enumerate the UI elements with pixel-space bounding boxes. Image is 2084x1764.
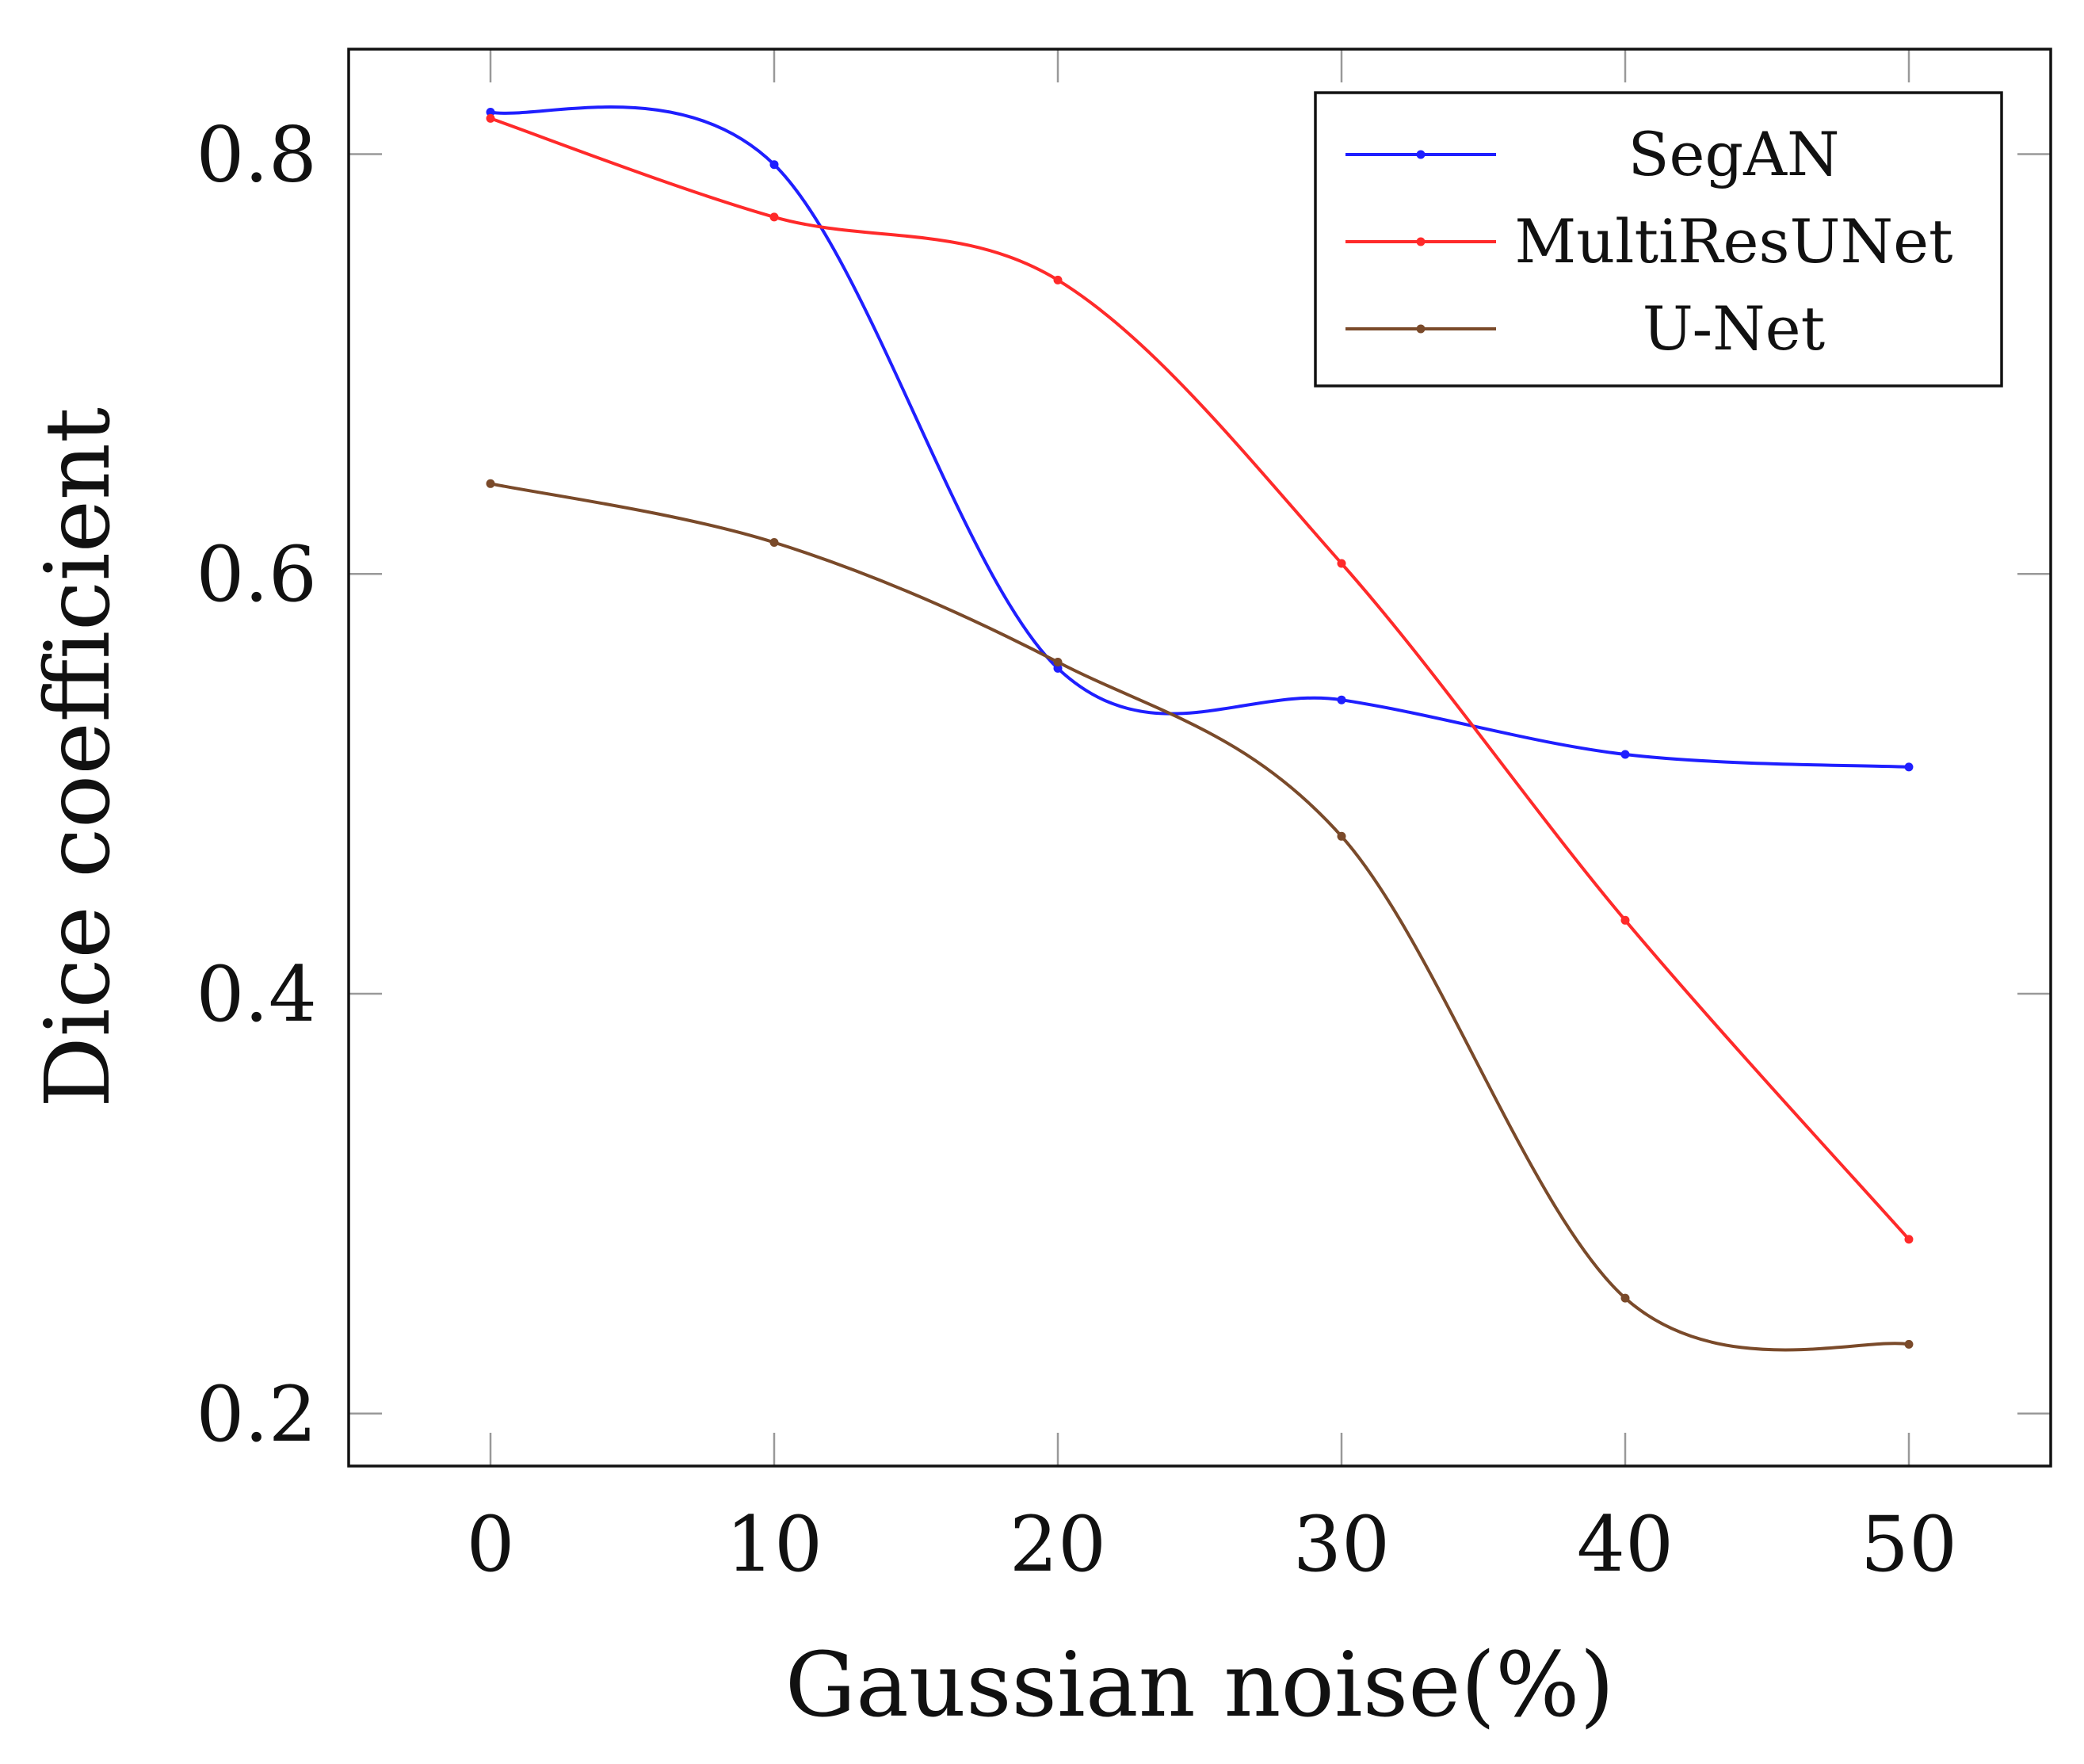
legend-label: MultiResUNet [1514, 206, 1952, 277]
y-tick-label: 0.4 [196, 950, 317, 1039]
legend-swatch-marker [1416, 150, 1426, 159]
y-tick-label: 0.8 [196, 110, 317, 199]
series-u-net [486, 479, 1914, 1352]
data-point [769, 160, 779, 170]
y-tick-label: 0.6 [196, 530, 317, 619]
data-point [1337, 831, 1346, 841]
x-tick-label: 40 [1577, 1500, 1674, 1589]
x-tick-label: 10 [726, 1500, 823, 1589]
legend-swatch-marker [1416, 237, 1426, 246]
x-tick-label: 20 [1010, 1500, 1106, 1589]
data-point [1904, 1235, 1914, 1244]
series-layer [486, 105, 1914, 1352]
data-point [486, 113, 495, 123]
y-axis-title: Dice coefficient [27, 407, 130, 1108]
x-tick-label: 0 [466, 1500, 514, 1589]
legend-box [1314, 91, 2003, 388]
legend-label: U-Net [1643, 293, 1825, 364]
data-point [1620, 1293, 1630, 1303]
data-point [769, 212, 779, 222]
plot-area-frame [347, 48, 2052, 1468]
data-point [1337, 695, 1346, 704]
data-point [1620, 915, 1630, 925]
data-point [1904, 1339, 1914, 1349]
legend-item-u-net: U-Net [1345, 293, 1825, 364]
tick-label-layer: 0 10 20 30 40 50 0.2 0.4 0.6 0.8 [196, 110, 1957, 1589]
data-point [1053, 658, 1063, 666]
x-tick-label: 50 [1861, 1500, 1957, 1589]
data-point [1337, 559, 1346, 568]
legend-swatch-marker [1416, 324, 1426, 334]
legend: SegAN MultiResUNet U-Net [1314, 91, 2003, 388]
tick-layer [349, 49, 2051, 1466]
legend-item-segan: SegAN [1345, 119, 1840, 189]
data-point [1053, 275, 1063, 284]
series-segan [486, 105, 1914, 772]
legend-items: SegAN MultiResUNet U-Net [1345, 119, 1953, 364]
data-point [486, 108, 495, 116]
data-point [769, 538, 779, 547]
x-tick-label: 30 [1293, 1500, 1390, 1589]
series-line [490, 482, 1910, 1352]
data-point [1053, 663, 1063, 673]
data-point [1620, 750, 1630, 759]
legend-item-multiresunet: MultiResUNet [1345, 206, 1953, 277]
series-multiresunet [486, 113, 1914, 1244]
data-point [486, 479, 495, 488]
legend-label: SegAN [1628, 119, 1839, 189]
x-axis-title: Gaussian noise(%) [785, 1634, 1615, 1737]
y-tick-label: 0.2 [196, 1370, 317, 1459]
data-point [1904, 762, 1914, 772]
series-line [490, 116, 1910, 1241]
